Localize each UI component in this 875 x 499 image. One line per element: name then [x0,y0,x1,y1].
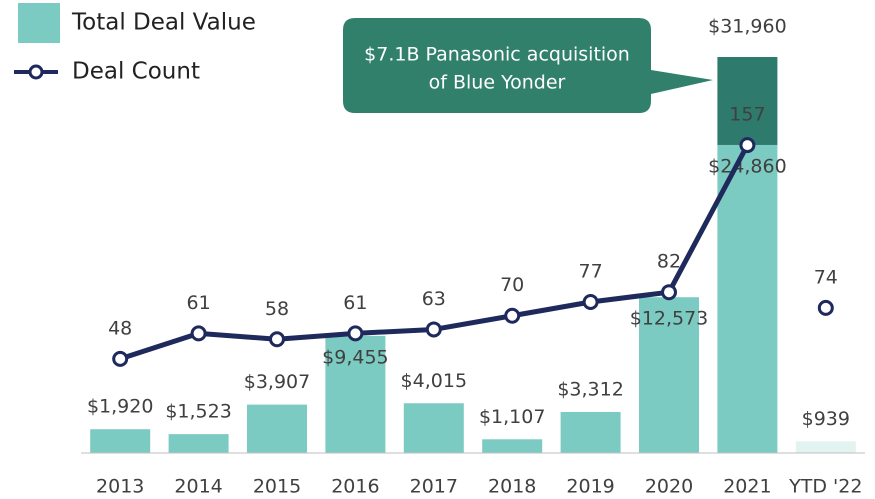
line-value-label: 48 [108,317,132,339]
bar [560,411,621,453]
line-point [190,325,207,342]
line-value-label: 70 [500,274,524,296]
line-value-label: 58 [265,298,289,320]
legend-marker [28,64,44,80]
bar-value-label: $1,523 [165,401,231,423]
x-tick-label: 2015 [253,476,301,498]
bar-value-label: $3,907 [244,371,310,393]
bar [717,56,778,145]
callout: $7.1B Panasonic acquisition of Blue Yond… [343,18,713,113]
bar-value-label: $12,573 [630,308,709,330]
line-value-label: 157 [729,104,765,126]
bar-value-label: $4,015 [401,370,467,392]
line-value-label: 82 [657,251,681,273]
legend-label: Total Deal Value [71,10,256,36]
line-value-label: 77 [579,261,603,283]
bar-value-label: $1,920 [87,396,153,418]
legend-swatch [18,3,60,43]
callout-box [343,18,713,113]
x-tick-label: 2020 [645,476,693,498]
legend-label: Deal Count [72,59,200,85]
x-tick-label: 2014 [174,476,222,498]
line-point [661,284,677,301]
bar [403,403,464,453]
bar [639,297,699,453]
bar-value-label: $9,455 [322,346,388,368]
line-value-label: 63 [422,288,446,310]
bar-value-label: $24,860 [708,155,787,177]
line-point [817,299,834,316]
line-value-label: 74 [814,266,838,288]
bar-value-label: $939 [802,408,850,430]
line-point [112,350,129,367]
callout-text: of Blue Yonder [429,72,566,94]
total-label: $31,960 [708,15,787,37]
line-point [269,331,285,348]
bar [795,441,856,453]
line-point [739,137,756,154]
x-tick-label: 2013 [96,476,144,498]
callout-text: $7.1B Panasonic acquisition [364,44,630,66]
line-point [425,321,442,338]
line-value-label: 61 [343,292,367,314]
line-point [347,325,364,342]
bar [717,144,778,453]
x-tick-label: 2017 [410,476,458,498]
bar-value-label: $1,107 [479,406,545,428]
x-tick-label: 2016 [331,476,379,498]
x-tick-label: 2019 [566,476,614,498]
x-tick-label: 2021 [723,476,771,498]
bar-value-label: $3,312 [557,378,623,400]
x-tick-label: 2018 [488,476,536,498]
bar [247,404,307,453]
line-point [504,307,521,324]
line-point [582,294,599,310]
bar [90,429,151,453]
bar [325,335,386,453]
line-value-label: 61 [187,292,211,314]
x-tick-label: YTD '22 [788,476,862,498]
bar [482,439,543,453]
bar [168,434,229,453]
